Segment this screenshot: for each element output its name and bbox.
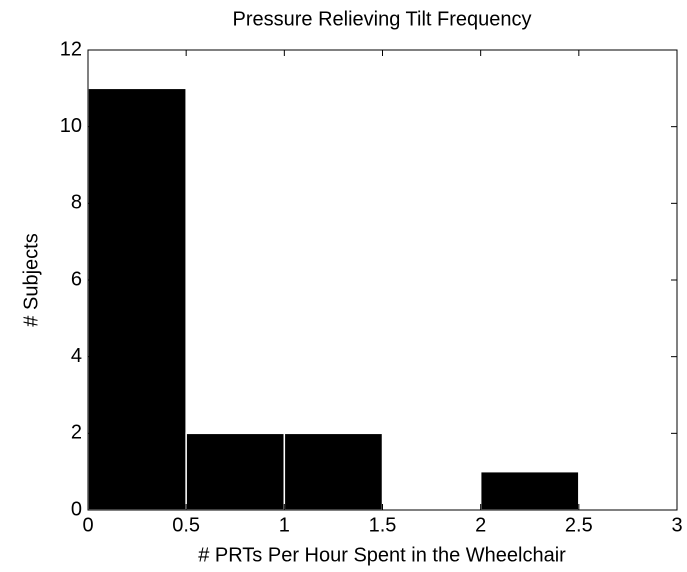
chart-title: Pressure Relieving Tilt Frequency bbox=[232, 8, 531, 30]
y-axis-label: # Subjects bbox=[20, 233, 42, 326]
x-tick-label: 0.5 bbox=[172, 514, 200, 536]
x-tick-label: 2 bbox=[475, 514, 486, 536]
bar bbox=[87, 87, 187, 511]
x-tick-label: 2.5 bbox=[565, 514, 593, 536]
bar bbox=[283, 432, 384, 511]
x-tick-label: 1.5 bbox=[369, 514, 397, 536]
x-tick-label: 1 bbox=[279, 514, 290, 536]
x-axis-label: # PRTs Per Hour Spent in the Wheelchair bbox=[198, 544, 566, 566]
y-tick-label: 0 bbox=[71, 498, 82, 520]
y-tick-label: 8 bbox=[71, 192, 82, 214]
y-tick-label: 12 bbox=[60, 38, 82, 60]
x-tick-label: 3 bbox=[671, 514, 682, 536]
x-tick-label: 0 bbox=[82, 514, 93, 536]
y-tick-label: 10 bbox=[60, 115, 82, 137]
y-tick-label: 2 bbox=[71, 422, 82, 444]
bar bbox=[479, 470, 580, 511]
y-tick-label: 4 bbox=[71, 345, 82, 367]
bar bbox=[185, 432, 286, 511]
y-tick-label: 6 bbox=[71, 268, 82, 290]
